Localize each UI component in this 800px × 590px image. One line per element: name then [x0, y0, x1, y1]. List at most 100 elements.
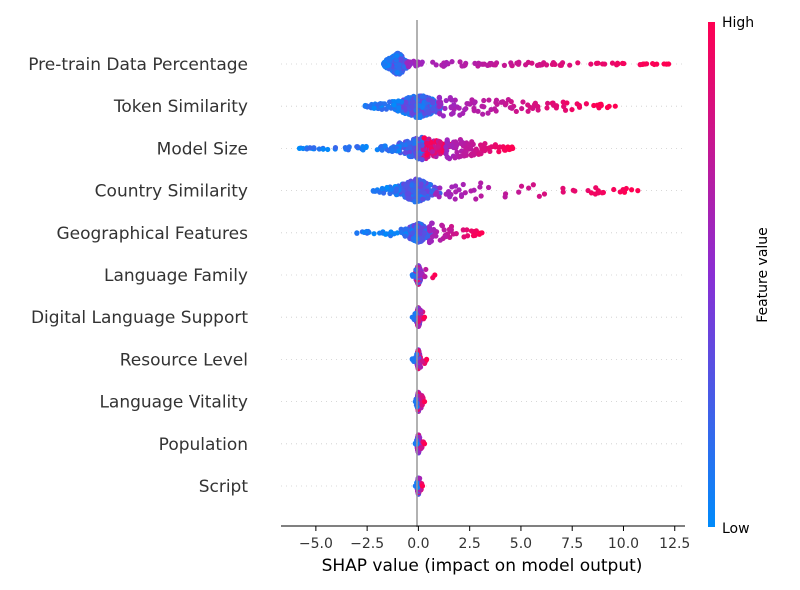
feature-label: Pre-train Data Percentage — [28, 55, 248, 75]
shap-point — [332, 144, 339, 151]
shap-point — [386, 99, 393, 105]
shap-point — [416, 103, 422, 109]
shap-point — [396, 105, 402, 111]
shap-point — [307, 145, 313, 151]
shap-point — [492, 62, 499, 68]
shap-point — [424, 234, 431, 240]
shap-point — [498, 99, 504, 105]
shap-point — [445, 189, 452, 195]
shap-point — [433, 62, 439, 68]
shap-point — [409, 314, 415, 320]
shap-point — [419, 483, 426, 489]
shap-point — [496, 149, 502, 155]
shap-point — [442, 62, 448, 68]
shap-point — [597, 101, 603, 108]
shap-point — [470, 233, 477, 239]
shap-point — [379, 147, 385, 153]
shap-point — [537, 62, 543, 68]
shap-point — [404, 191, 410, 198]
shap-point — [420, 146, 426, 153]
shap-point — [391, 102, 397, 108]
shap-point — [477, 61, 484, 67]
shap-point — [513, 108, 519, 115]
shap-point — [480, 111, 486, 117]
shap-point — [447, 96, 454, 102]
shap-point — [394, 69, 400, 76]
shap-point — [461, 234, 467, 240]
colorbar-title: Feature value — [755, 227, 771, 323]
shap-point — [485, 110, 491, 116]
feature-label: Model Size — [157, 139, 248, 159]
shap-point — [370, 188, 376, 194]
shap-point — [402, 233, 408, 239]
shap-point — [620, 187, 626, 193]
shap-point — [508, 60, 514, 66]
shap-point — [421, 190, 427, 196]
shap-point — [363, 228, 370, 235]
shap-point — [382, 101, 388, 107]
shap-point — [530, 182, 536, 188]
shap-point — [479, 103, 485, 109]
shap-point — [473, 196, 479, 202]
shap-point — [384, 184, 390, 191]
shap-point — [427, 182, 433, 188]
shap-point — [410, 230, 416, 236]
shap-point — [410, 99, 416, 105]
shap-point — [425, 96, 432, 103]
shap-point — [478, 193, 484, 199]
shap-point — [442, 105, 448, 112]
shap-point — [458, 140, 464, 146]
shap-point — [409, 153, 415, 160]
shap-point — [460, 181, 466, 188]
shap-point — [421, 314, 428, 320]
shap-point — [320, 146, 326, 152]
shap-point — [400, 104, 406, 110]
shap-point — [476, 151, 482, 157]
shap-point — [409, 104, 415, 110]
shap-point — [432, 272, 438, 278]
shap-point — [417, 112, 423, 118]
shap-point — [536, 193, 542, 199]
shap-point — [409, 182, 415, 188]
shap-point — [569, 106, 575, 113]
shap-point — [515, 61, 522, 67]
shap-point — [574, 101, 580, 107]
shap-point — [428, 139, 434, 146]
shap-point — [436, 95, 443, 101]
shap-point — [477, 142, 484, 148]
shap-point — [418, 271, 424, 277]
shap-point — [311, 145, 317, 151]
shap-point — [437, 140, 444, 146]
shap-point — [452, 196, 458, 202]
shap-point — [518, 183, 525, 189]
shap-point — [443, 97, 449, 104]
shap-point — [609, 60, 616, 66]
shap-point — [407, 145, 413, 151]
colorbar-low-label: Low — [722, 521, 750, 537]
shap-point — [453, 189, 459, 195]
shap-point — [430, 105, 436, 112]
shap-point — [496, 144, 502, 151]
shap-point — [486, 97, 492, 103]
shap-point — [401, 64, 407, 70]
shap-point — [380, 61, 387, 67]
shap-point — [599, 190, 605, 196]
shap-point — [388, 229, 394, 235]
shap-point — [553, 103, 560, 109]
shap-point — [422, 273, 428, 280]
shap-point — [529, 60, 535, 66]
shap-point — [527, 104, 533, 110]
shap-point — [456, 105, 462, 111]
shap-point — [437, 237, 443, 243]
shap-point — [439, 222, 445, 228]
shap-point — [599, 61, 606, 67]
shap-point — [381, 190, 387, 196]
x-tick-label: 7.5 — [561, 536, 583, 552]
shap-point — [444, 139, 450, 145]
shap-point — [417, 475, 423, 481]
shap-point — [409, 356, 415, 362]
shap-point — [592, 191, 598, 197]
shap-point — [431, 226, 437, 233]
shap-point — [393, 57, 399, 63]
